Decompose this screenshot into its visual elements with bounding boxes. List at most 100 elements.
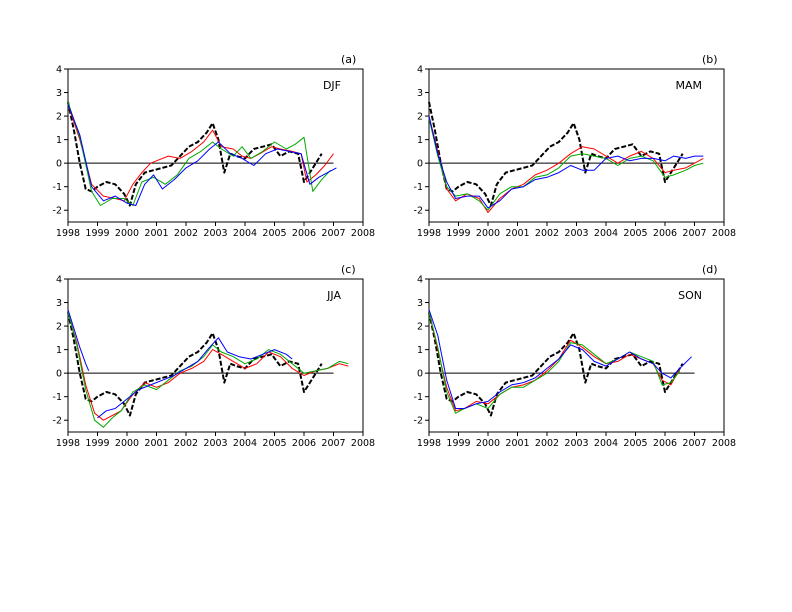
season-label: DJF <box>323 79 341 92</box>
x-tick-label: 2007 <box>682 228 706 239</box>
y-tick-label: -2 <box>53 206 62 217</box>
y-tick-label: 2 <box>417 112 423 123</box>
series-line-1 <box>428 311 681 412</box>
x-tick-label: 2000 <box>476 228 500 239</box>
y-tick-label: 2 <box>417 322 423 333</box>
x-tick-label: 2001 <box>505 228 529 239</box>
x-tick-label: 2004 <box>233 228 257 239</box>
series-line-0 <box>428 101 684 207</box>
x-tick-label: 1999 <box>85 438 109 449</box>
y-tick-label: 4 <box>56 65 62 76</box>
y-tick-label: 4 <box>417 275 423 286</box>
x-tick-label: 2001 <box>505 438 529 449</box>
y-tick-label: 2 <box>56 112 62 123</box>
chart-panel-c: 1998 1999 2000 2001 2002 2003 2004 2005 2006 2007… <box>53 263 376 449</box>
x-tick-label: 2002 <box>174 438 198 449</box>
y-tick-label: 3 <box>56 298 62 309</box>
y-tick-label: 1 <box>56 345 62 356</box>
x-tick-label: 2004 <box>594 438 618 449</box>
y-tick-label: 0 <box>56 369 62 380</box>
chart-panel-b: 1998 1999 2000 2001 2002 2003 2004 2005 2006 2007… <box>414 53 737 239</box>
y-tick-label: -2 <box>414 206 423 217</box>
x-tick-label: 2008 <box>712 438 736 449</box>
chart-panel-a: 1998 1999 2000 2001 2002 2003 2004 2005 2006 2007… <box>53 53 376 239</box>
series-line-4 <box>97 337 293 419</box>
y-tick-label: 1 <box>417 345 423 356</box>
x-tick-label: 2006 <box>653 228 677 239</box>
series-line-0 <box>67 101 323 207</box>
x-tick-label: 2000 <box>115 228 139 239</box>
x-tick-label: 2007 <box>321 228 345 239</box>
panel-label: (d) <box>702 263 718 276</box>
series-line-2 <box>67 101 331 206</box>
y-tick-label: 4 <box>417 65 423 76</box>
y-tick-label: -2 <box>53 416 62 427</box>
x-tick-label: 2003 <box>203 438 227 449</box>
panel-label: (a) <box>341 53 356 66</box>
y-tick-label: -2 <box>414 416 423 427</box>
x-tick-label: 2007 <box>682 438 706 449</box>
season-label: JJA <box>326 289 341 302</box>
series-line-3 <box>67 309 90 371</box>
y-tick-label: -1 <box>53 182 62 193</box>
x-tick-label: 1999 <box>446 228 470 239</box>
x-tick-label: 2005 <box>262 438 286 449</box>
x-tick-label: 1999 <box>85 228 109 239</box>
x-tick-label: 2000 <box>115 438 139 449</box>
x-tick-label: 2006 <box>292 228 316 239</box>
x-tick-label: 2000 <box>476 438 500 449</box>
x-tick-label: 2006 <box>292 438 316 449</box>
x-tick-label: 1998 <box>417 438 441 449</box>
y-tick-label: 3 <box>417 298 423 309</box>
y-tick-label: -1 <box>53 392 62 403</box>
y-tick-label: 3 <box>417 88 423 99</box>
series-line-2 <box>428 118 704 211</box>
x-tick-label: 2004 <box>594 228 618 239</box>
x-tick-label: 2003 <box>564 438 588 449</box>
x-tick-label: 1998 <box>417 228 441 239</box>
series-line-0 <box>67 311 323 417</box>
series-line-3 <box>67 104 337 206</box>
panel-label: (b) <box>702 53 718 66</box>
y-tick-label: 3 <box>56 88 62 99</box>
y-tick-label: 4 <box>56 275 62 286</box>
x-tick-label: 2007 <box>321 438 345 449</box>
y-tick-label: 0 <box>417 369 423 380</box>
x-tick-label: 2002 <box>174 228 198 239</box>
season-label: SON <box>678 289 702 302</box>
series-line-3 <box>428 309 692 409</box>
chart-panel-d: 1998 1999 2000 2001 2002 2003 2004 2005 2006 2007… <box>414 263 737 449</box>
x-tick-label: 1999 <box>446 438 470 449</box>
series-line-2 <box>428 311 681 414</box>
x-tick-label: 1998 <box>56 228 80 239</box>
y-tick-label: 0 <box>56 159 62 170</box>
series-line-3 <box>428 115 704 209</box>
y-tick-label: 1 <box>56 135 62 146</box>
x-tick-label: 2002 <box>535 228 559 239</box>
x-tick-label: 2005 <box>262 228 286 239</box>
series-line-1 <box>67 311 349 421</box>
season-label: MAM <box>675 79 702 92</box>
y-tick-label: 1 <box>417 135 423 146</box>
panel-label: (c) <box>341 263 356 276</box>
x-tick-label: 1998 <box>56 438 80 449</box>
x-tick-label: 2008 <box>351 228 375 239</box>
x-tick-label: 2003 <box>564 228 588 239</box>
x-tick-label: 2001 <box>144 438 168 449</box>
x-tick-label: 2008 <box>712 228 736 239</box>
y-tick-label: -1 <box>414 182 423 193</box>
x-tick-label: 2002 <box>535 438 559 449</box>
series-line-0 <box>428 311 684 417</box>
y-tick-label: -1 <box>414 392 423 403</box>
x-tick-label: 2005 <box>623 438 647 449</box>
y-tick-label: 0 <box>417 159 423 170</box>
series-line-2 <box>67 311 349 428</box>
x-tick-label: 2003 <box>203 228 227 239</box>
x-tick-label: 2008 <box>351 438 375 449</box>
x-tick-label: 2005 <box>623 228 647 239</box>
y-tick-label: 2 <box>56 322 62 333</box>
x-tick-label: 2004 <box>233 438 257 449</box>
x-tick-label: 2006 <box>653 438 677 449</box>
x-tick-label: 2001 <box>144 228 168 239</box>
